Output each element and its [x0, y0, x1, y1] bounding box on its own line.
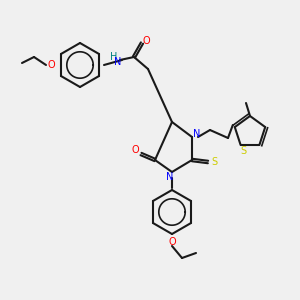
Text: S: S [211, 157, 217, 167]
Text: S: S [241, 146, 247, 156]
Text: N: N [193, 129, 201, 139]
Text: N: N [114, 57, 122, 67]
Text: O: O [47, 60, 55, 70]
Text: O: O [168, 237, 176, 247]
Text: N: N [166, 172, 174, 182]
Text: O: O [142, 36, 150, 46]
Text: O: O [131, 145, 139, 155]
Text: H: H [110, 52, 118, 62]
